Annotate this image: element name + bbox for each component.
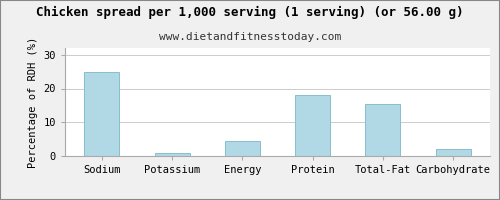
Text: Chicken spread per 1,000 serving (1 serving) (or 56.00 g): Chicken spread per 1,000 serving (1 serv…	[36, 6, 464, 19]
Bar	[436, 149, 470, 156]
Y-axis label: Percentage of RDH (%): Percentage of RDH (%)	[28, 36, 38, 168]
Bar	[295, 95, 330, 156]
Bar	[366, 104, 400, 156]
Text: www.dietandfitnesstoday.com: www.dietandfitnesstoday.com	[159, 32, 341, 42]
Bar	[84, 72, 120, 156]
Bar	[154, 153, 190, 156]
Bar	[225, 141, 260, 156]
